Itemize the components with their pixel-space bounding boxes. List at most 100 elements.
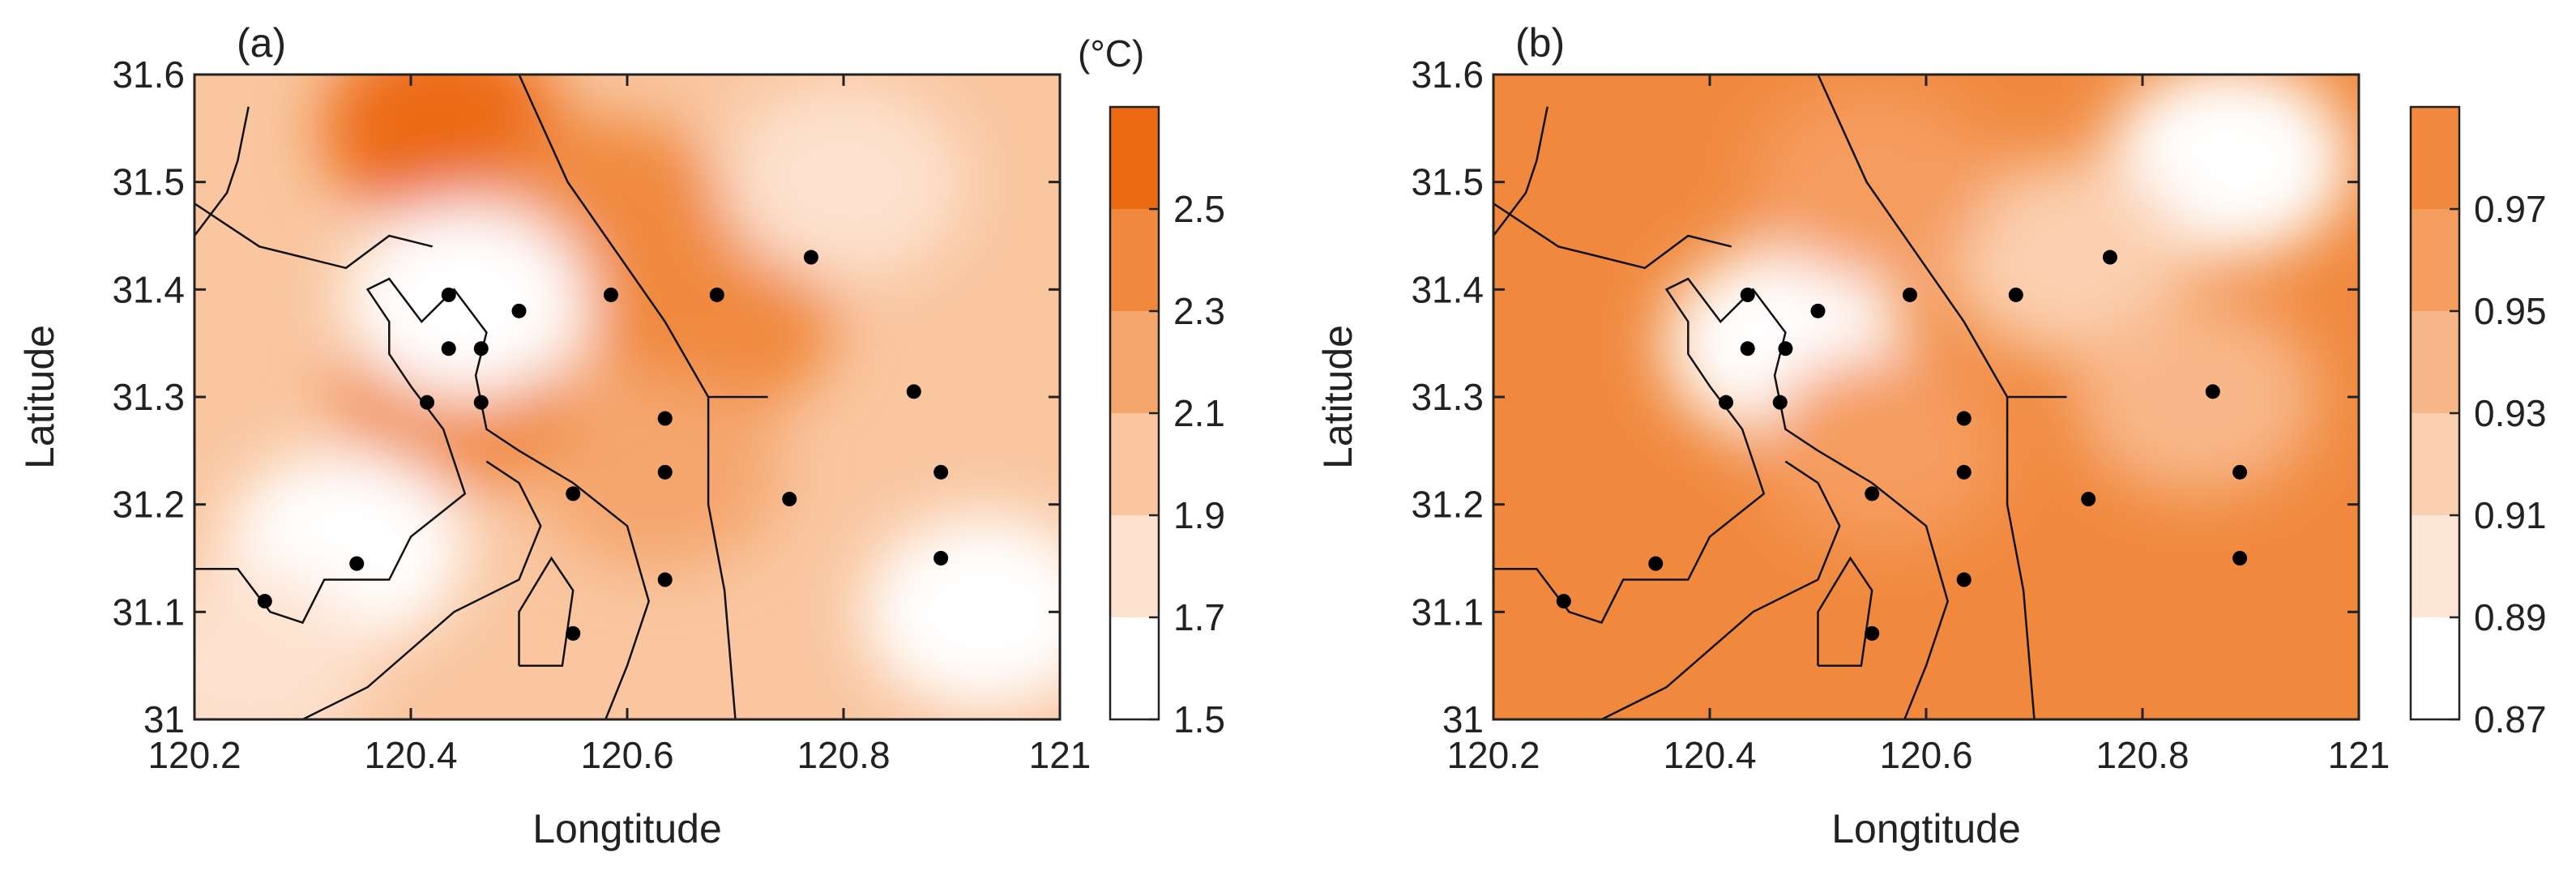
river-channel [2006, 397, 2036, 719]
station-marker [1956, 411, 1972, 426]
station-marker [1772, 395, 1788, 410]
coastline [1817, 75, 2067, 399]
station-marker [2008, 287, 2023, 302]
panel-b-stations [1556, 250, 2248, 641]
colorbar-segment [1110, 311, 1159, 413]
field-contour [1945, 160, 2189, 355]
y-tick-label: 31.3 [1411, 376, 1484, 418]
panel-a-x-axis: 120.2 120.4 120.6 120.8 121 [147, 75, 1091, 776]
station-marker [1956, 572, 1972, 587]
station-marker [1556, 594, 1571, 609]
station-marker [1865, 625, 1880, 641]
colorbar-segment [2411, 617, 2459, 719]
colorbar-segment [2411, 413, 2459, 515]
panel-b-y-axis: 31 31.1 31.2 31.3 31.4 31.5 31.6 [1411, 53, 2359, 740]
field-contour [592, 224, 835, 420]
colorbar-segment [1110, 617, 1159, 719]
station-marker [420, 395, 435, 410]
y-tick-label: 31.1 [1411, 591, 1484, 633]
colorbar-segment [1110, 209, 1159, 311]
station-marker [1778, 341, 1793, 356]
colorbar-segment [2411, 107, 2459, 209]
colorbar-segment [2411, 515, 2459, 617]
x-tick-label: 120.8 [2095, 734, 2189, 776]
y-tick-label: 31.1 [112, 591, 185, 633]
peninsula-south [301, 460, 542, 719]
x-tick-label: 120.4 [364, 734, 457, 776]
panel-b-colorbar: 0.87 0.89 0.91 0.93 0.95 0.97 [2409, 105, 2547, 740]
field-contour [2074, 300, 2318, 494]
panel-b-plot [1493, 75, 2359, 719]
field-contour [343, 203, 587, 398]
station-marker [1956, 464, 1972, 480]
station-marker [657, 464, 673, 480]
y-tick-label: 31 [1442, 698, 1484, 740]
bank-north-lake [1493, 203, 1732, 270]
x-tick-label: 120.6 [580, 734, 673, 776]
station-marker [933, 551, 949, 565]
y-tick-label: 31.3 [112, 376, 185, 418]
island-south [1817, 556, 1873, 667]
panel-a-field [194, 75, 1060, 719]
station-marker [566, 625, 581, 641]
station-marker [603, 287, 618, 302]
station-marker [657, 572, 673, 587]
y-tick-label: 31.4 [1411, 268, 1484, 310]
station-marker [349, 556, 365, 571]
station-marker [1719, 395, 1734, 410]
panel-a-stations [257, 250, 949, 641]
station-marker [1740, 287, 1755, 302]
y-tick-label: 31.5 [1411, 161, 1484, 203]
y-tick-label: 31.2 [112, 484, 185, 526]
y-tick-label: 31.5 [112, 161, 185, 203]
colorbar-segment [2411, 209, 2459, 311]
station-marker [2232, 551, 2248, 565]
panel-b-label: (b) [1515, 20, 1565, 66]
field-contour [862, 514, 1060, 710]
y-tick-label: 31 [143, 698, 185, 740]
panel-a-colorbar-unit: (°C) [1078, 32, 1144, 75]
colorbar-tick-label: 0.87 [2474, 698, 2547, 740]
colorbar-tick-label: 2.3 [1173, 290, 1225, 332]
bank-north-lake [194, 203, 434, 270]
field-contour [194, 568, 370, 719]
station-marker [441, 341, 456, 356]
colorbar-tick-label: 1.9 [1173, 494, 1225, 536]
y-tick-label: 31.4 [112, 268, 185, 310]
x-tick-label: 120.2 [147, 734, 241, 776]
river-bank-west [1493, 277, 1950, 719]
colorbar-tick-label: 2.5 [1173, 188, 1225, 230]
colorbar-segment [1110, 413, 1159, 515]
station-marker [473, 395, 489, 410]
panel-b: (b) 120.2 120.4 120.6 120.8 121 31 31.1 31.2 31… [1315, 20, 2547, 851]
colorbar-tick-label: 0.89 [2474, 596, 2547, 638]
station-marker [511, 303, 527, 318]
panel-a-xlabel: Longtitude [532, 806, 722, 851]
panel-a-plot [194, 75, 1060, 719]
colorbar-segment [1110, 107, 1159, 209]
panel-b-ylabel: Latitude [1315, 325, 1361, 469]
panel-a-label: (a) [237, 20, 286, 66]
river-channel [707, 397, 737, 719]
panel-b-x-axis: 120.2 120.4 120.6 120.8 121 [1446, 75, 2390, 776]
station-marker [1740, 341, 1755, 356]
station-marker [2205, 384, 2220, 399]
y-tick-label: 31.2 [1411, 484, 1484, 526]
field-contour [1761, 353, 2005, 548]
panel-b-coastline [1493, 75, 2067, 719]
station-marker [441, 287, 456, 302]
station-marker [657, 411, 673, 426]
colorbar-tick-label: 0.95 [2474, 290, 2547, 332]
panel-b-xlabel: Longtitude [1831, 806, 2021, 851]
x-tick-label: 120.4 [1663, 734, 1756, 776]
station-marker [1648, 556, 1664, 571]
station-marker [1810, 303, 1826, 318]
panel-a-ylabel: Latitude [17, 325, 62, 469]
station-marker [2232, 464, 2248, 480]
field-contour [722, 84, 965, 279]
x-tick-label: 121 [1029, 734, 1091, 776]
station-marker [782, 492, 797, 507]
station-marker [2081, 492, 2096, 507]
station-marker [709, 287, 724, 302]
